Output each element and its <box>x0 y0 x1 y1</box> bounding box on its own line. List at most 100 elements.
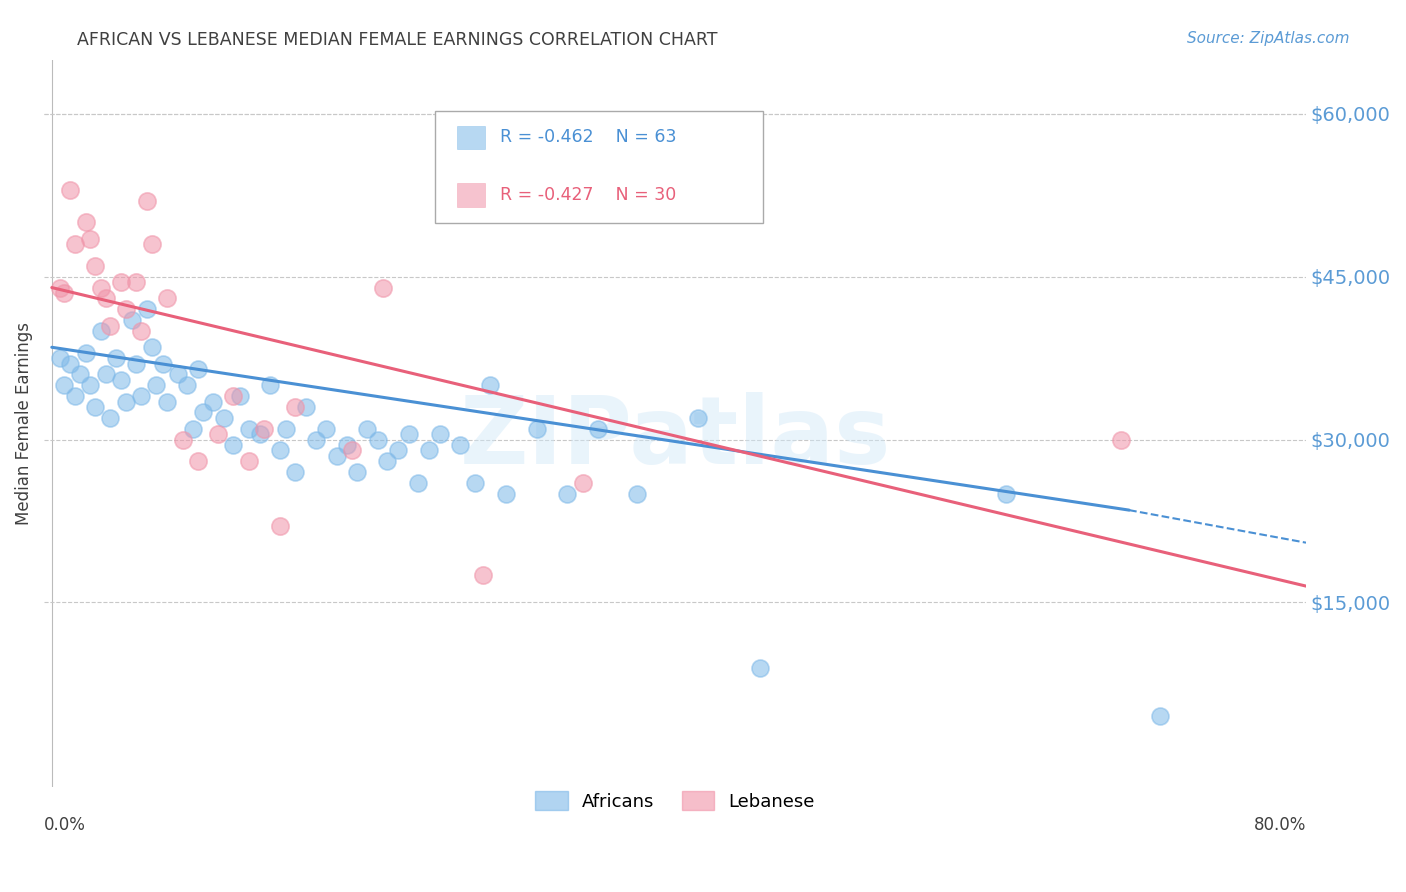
Point <box>156 292 179 306</box>
Point <box>274 422 297 436</box>
Point <box>94 368 117 382</box>
Point <box>1111 433 1133 447</box>
Point <box>1149 709 1171 723</box>
Point <box>495 487 517 501</box>
Point <box>53 378 76 392</box>
FancyBboxPatch shape <box>436 111 763 223</box>
Point <box>129 324 152 338</box>
Point <box>464 475 486 490</box>
Point <box>83 400 105 414</box>
Point <box>141 237 163 252</box>
Point <box>63 237 86 252</box>
Point <box>994 487 1017 501</box>
Point <box>406 475 429 490</box>
Point <box>228 389 250 403</box>
Point <box>191 405 214 419</box>
Point <box>187 454 209 468</box>
Point <box>98 318 121 333</box>
Point <box>471 568 494 582</box>
Point <box>259 378 281 392</box>
Point <box>121 313 143 327</box>
Point <box>79 232 101 246</box>
Point <box>418 443 440 458</box>
Point <box>294 400 316 414</box>
Point <box>305 433 328 447</box>
Point <box>340 443 363 458</box>
Point <box>586 422 609 436</box>
Point <box>688 410 710 425</box>
Point <box>105 351 128 365</box>
Text: Source: ZipAtlas.com: Source: ZipAtlas.com <box>1187 31 1350 46</box>
Point <box>526 422 548 436</box>
Point <box>202 394 225 409</box>
Point <box>356 422 378 436</box>
Text: 80.0%: 80.0% <box>1254 816 1306 834</box>
Point <box>129 389 152 403</box>
Point <box>325 449 347 463</box>
Point <box>114 302 136 317</box>
Point <box>479 378 502 392</box>
Point <box>59 357 82 371</box>
Point <box>626 487 648 501</box>
Point <box>284 465 307 479</box>
Text: ZIPatlas: ZIPatlas <box>460 392 891 483</box>
Point <box>557 487 579 501</box>
Point <box>167 368 190 382</box>
Point <box>83 259 105 273</box>
Point <box>315 422 337 436</box>
Text: R = -0.462    N = 63: R = -0.462 N = 63 <box>499 128 676 146</box>
Point <box>398 427 420 442</box>
Point <box>75 215 97 229</box>
Point <box>110 373 132 387</box>
Point <box>346 465 368 479</box>
Point <box>429 427 451 442</box>
Point <box>110 275 132 289</box>
Point <box>48 351 70 365</box>
Point <box>375 454 398 468</box>
Point <box>136 194 159 208</box>
Point <box>53 285 76 300</box>
Point <box>90 280 112 294</box>
Point <box>336 438 359 452</box>
Point <box>176 378 198 392</box>
Y-axis label: Median Female Earnings: Median Female Earnings <box>15 322 32 524</box>
Point <box>748 660 770 674</box>
Point <box>187 362 209 376</box>
Point <box>152 357 174 371</box>
Legend: Africans, Lebanese: Africans, Lebanese <box>529 784 823 818</box>
Point <box>207 427 229 442</box>
Point <box>136 302 159 317</box>
Point <box>156 394 179 409</box>
Point <box>183 422 205 436</box>
Text: AFRICAN VS LEBANESE MEDIAN FEMALE EARNINGS CORRELATION CHART: AFRICAN VS LEBANESE MEDIAN FEMALE EARNIN… <box>77 31 718 49</box>
Point <box>371 280 394 294</box>
Point <box>59 183 82 197</box>
Point <box>75 345 97 359</box>
FancyBboxPatch shape <box>457 126 485 149</box>
Point <box>387 443 409 458</box>
Point <box>269 519 291 533</box>
Point <box>449 438 471 452</box>
Point <box>253 422 276 436</box>
Point <box>172 433 194 447</box>
Point <box>141 340 163 354</box>
Point <box>125 357 148 371</box>
Point <box>94 292 117 306</box>
Point <box>125 275 148 289</box>
Point <box>222 389 245 403</box>
Text: 0.0%: 0.0% <box>44 816 86 834</box>
Point <box>90 324 112 338</box>
Point <box>69 368 91 382</box>
Point <box>48 280 70 294</box>
Point <box>212 410 235 425</box>
Point <box>571 475 593 490</box>
Point <box>249 427 271 442</box>
Point <box>63 389 86 403</box>
Point <box>98 410 121 425</box>
Point <box>79 378 101 392</box>
Text: R = -0.427    N = 30: R = -0.427 N = 30 <box>499 186 676 204</box>
Point <box>238 454 260 468</box>
Point <box>269 443 291 458</box>
Point <box>222 438 245 452</box>
Point <box>367 433 389 447</box>
